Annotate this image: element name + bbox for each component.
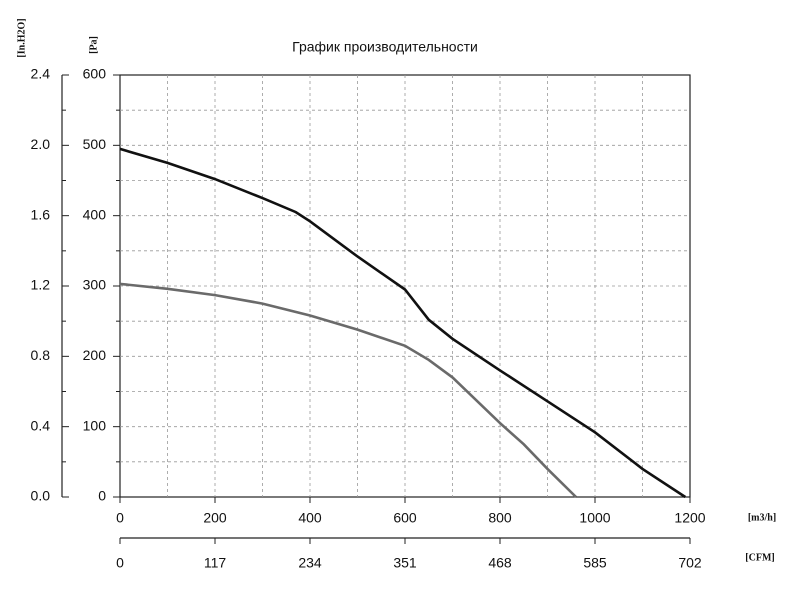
y2-tick-label: 1.2 (31, 277, 51, 293)
series-line (119, 282, 577, 498)
y2-tick-label: 0.4 (31, 417, 51, 433)
y2-axis-label: [In.H2O] (16, 18, 27, 57)
y2-tick-label: 0.8 (31, 347, 51, 363)
y-axis-label: [Pa] (88, 36, 99, 54)
y2-tick-label: 0.0 (31, 488, 51, 504)
y2-tick-label: 1.6 (31, 206, 51, 222)
y2-tick-label: 2.4 (31, 66, 51, 82)
x2-tick-label: 234 (298, 555, 322, 571)
x-tick-label: 0 (116, 510, 124, 526)
y-tick-label: 100 (83, 417, 107, 433)
x2-tick-label: 351 (393, 555, 417, 571)
x2-tick-label: 468 (488, 555, 512, 571)
x-tick-label: 200 (203, 510, 227, 526)
x-tick-label: 1200 (674, 510, 705, 526)
x2-tick-label: 117 (204, 555, 227, 571)
x-tick-label: 1000 (579, 510, 610, 526)
y-tick-label: 0 (98, 488, 106, 504)
x2-tick-label: 0 (116, 555, 124, 571)
y-tick-label: 400 (83, 206, 107, 222)
y-tick-label: 200 (83, 347, 107, 363)
chart-title: График производительности (292, 39, 478, 55)
y-tick-label: 500 (83, 136, 107, 152)
y-tick-label: 600 (83, 66, 107, 82)
x-axis-label: [m3/h] (748, 512, 776, 523)
x2-axis-label: [CFM] (745, 552, 774, 563)
x-tick-label: 400 (298, 510, 322, 526)
series-line (119, 147, 687, 499)
y2-tick-label: 2.0 (31, 136, 51, 152)
x2-tick-label: 702 (678, 555, 702, 571)
x2-tick-label: 585 (583, 555, 607, 571)
x-tick-label: 600 (393, 510, 417, 526)
x-tick-label: 800 (488, 510, 512, 526)
y-tick-label: 300 (83, 277, 107, 293)
